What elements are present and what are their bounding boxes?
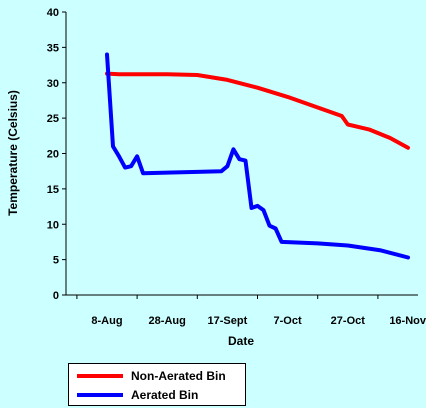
y-tick-label: 20 — [47, 149, 59, 161]
y-tick-label: 25 — [47, 113, 59, 125]
series-line-aerated-bin — [105, 52, 410, 260]
x-tick-label: 28-Aug — [149, 315, 186, 327]
legend-item-non-aerated: Non-Aerated Bin — [77, 367, 226, 385]
y-tick-label: 10 — [47, 219, 59, 231]
y-tick-label: 15 — [47, 184, 59, 196]
x-tick-label: 8-Aug — [91, 315, 122, 327]
legend-label-non-aerated: Non-Aerated Bin — [131, 369, 226, 383]
x-tick-label: 7-Oct — [274, 315, 302, 327]
x-axis-title: Date — [228, 334, 254, 348]
legend-item-aerated: Aerated Bin — [77, 386, 198, 404]
y-tick-label: 30 — [47, 78, 59, 90]
x-tick-label: 17-Sept — [208, 315, 248, 327]
x-tick-label: 16-Nov — [389, 315, 426, 327]
y-ticks: 0 5 10 15 20 25 30 35 40 — [47, 7, 66, 302]
y-tick-label: 35 — [47, 42, 59, 54]
legend-swatch-aerated — [77, 393, 123, 397]
legend: Non-Aerated Bin Aerated Bin — [68, 363, 246, 406]
y-axis-title: Temperature (Celsius) — [6, 90, 20, 216]
y-tick-label: 0 — [53, 290, 59, 302]
x-ticks: 8-Aug 28-Aug 17-Sept 7-Oct 27-Oct 16-Nov — [76, 295, 426, 327]
legend-swatch-non-aerated — [77, 374, 123, 378]
series-line-non-aerated-bin — [105, 71, 410, 150]
y-tick-label: 40 — [47, 7, 59, 19]
legend-label-aerated: Aerated Bin — [131, 388, 199, 402]
series-layer — [105, 52, 410, 260]
x-tick-label: 27-Oct — [331, 315, 366, 327]
y-tick-label: 5 — [53, 255, 59, 267]
